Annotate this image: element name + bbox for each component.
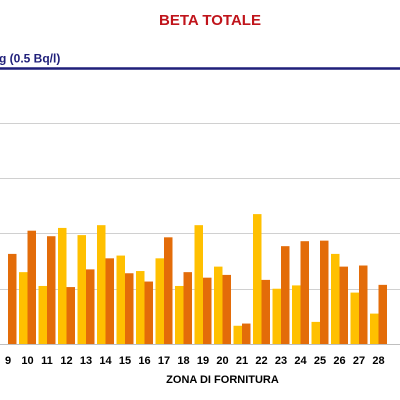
x-tick-label: 24 [294,355,307,367]
bar [8,253,17,344]
bar [175,285,184,344]
x-tick-label: 9 [5,355,11,367]
bar [339,266,348,344]
x-tick-label: 13 [80,355,92,367]
bar [233,325,242,344]
x-tick-label: 25 [314,355,326,367]
bar [350,292,359,344]
x-tick-label: 19 [197,355,209,367]
bar [359,265,368,344]
bar [272,288,281,344]
bar [194,225,203,344]
bar [97,225,106,344]
x-tick-label: 21 [236,355,248,367]
x-tick-label: 27 [353,355,365,367]
bar [311,321,320,344]
x-axis-title: ZONA DI FORNITURA [166,374,279,386]
reference-line-label: g (0.5 Bq/l) [0,52,60,66]
bar [164,237,173,344]
x-tick-label: 11 [41,355,53,367]
bar [144,281,153,344]
bar [66,287,75,344]
bar [281,246,290,344]
x-tick-label: 12 [60,355,72,367]
x-tick-label: 14 [99,355,112,367]
bar [378,284,387,344]
x-tick-label: 16 [138,355,150,367]
x-tick-label: 18 [177,355,189,367]
x-tick-label: 22 [255,355,267,367]
x-tick-label: 26 [333,355,345,367]
bar [86,269,95,344]
bar [222,274,231,344]
bar [203,277,212,344]
bar [47,236,56,344]
bar [242,323,251,344]
bar [155,258,164,344]
bar [38,285,47,344]
bar [300,241,309,344]
bar [320,240,329,344]
x-tick-label: 23 [275,355,287,367]
chart-title: BETA TOTALE [159,12,261,29]
x-tick-label: 17 [158,355,170,367]
bar [253,214,262,344]
bar [292,285,301,344]
x-tick-label: 15 [119,355,131,367]
x-tick-label: 20 [216,355,228,367]
bar [370,313,379,344]
bar [19,272,28,344]
bar [105,258,114,344]
bar [331,253,340,344]
x-tick-label: 28 [372,355,384,367]
bar [136,271,145,344]
bar [125,273,134,344]
bar [58,227,67,344]
bar [27,230,36,344]
bar [183,272,192,344]
x-tick-label: 10 [21,355,33,367]
bar [214,266,223,344]
bar [77,235,86,344]
bar [116,255,125,344]
bar [261,279,270,344]
